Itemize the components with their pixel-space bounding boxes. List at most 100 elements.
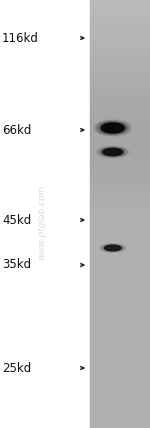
Bar (90, 258, 150, 260)
Bar (90, 333, 150, 334)
Bar (90, 67, 150, 68)
Bar (90, 117, 150, 119)
Bar (90, 384, 150, 385)
Bar (90, 57, 150, 59)
Bar (90, 196, 150, 197)
Text: www.ptglab.com: www.ptglab.com (38, 185, 46, 260)
Bar (90, 54, 150, 56)
Bar (90, 198, 150, 200)
Bar (90, 171, 150, 172)
Bar (90, 321, 150, 322)
Bar (90, 414, 150, 415)
Bar (90, 167, 150, 168)
Bar (90, 388, 150, 389)
Bar (90, 304, 150, 305)
Bar (90, 243, 150, 244)
Bar (90, 136, 150, 137)
Bar (90, 261, 150, 262)
Bar (90, 172, 150, 174)
Bar (90, 202, 150, 204)
Bar (90, 90, 150, 91)
Bar (90, 137, 150, 138)
Bar (90, 150, 150, 151)
Bar (90, 53, 150, 54)
Bar (90, 334, 150, 335)
Bar (90, 386, 150, 388)
Bar (90, 331, 150, 333)
Bar (90, 397, 150, 398)
Text: 35kd: 35kd (2, 259, 31, 271)
Bar (90, 160, 150, 161)
Bar (90, 100, 150, 101)
Bar (90, 125, 150, 127)
Bar (90, 106, 150, 107)
Bar (90, 372, 150, 374)
Bar (90, 83, 150, 84)
Bar (90, 235, 150, 237)
Ellipse shape (104, 125, 121, 131)
Bar (90, 181, 150, 183)
Bar (90, 367, 150, 368)
Bar (90, 338, 150, 339)
Bar (90, 241, 150, 243)
Bar (90, 419, 150, 421)
Bar (90, 70, 150, 71)
Bar (90, 295, 150, 297)
Bar (90, 158, 150, 160)
Bar (90, 61, 150, 63)
Bar (90, 275, 150, 277)
Bar (90, 194, 150, 196)
Bar (90, 224, 150, 226)
Bar (90, 314, 150, 315)
Bar (90, 116, 150, 117)
Ellipse shape (102, 244, 123, 252)
Bar (90, 31, 150, 33)
Bar (90, 143, 150, 144)
Bar (90, 421, 150, 422)
Bar (90, 322, 150, 324)
Bar (90, 227, 150, 228)
Bar (90, 119, 150, 120)
Ellipse shape (105, 245, 121, 251)
Bar (90, 13, 150, 14)
Bar (90, 405, 150, 407)
Bar (90, 40, 150, 42)
Bar (90, 29, 150, 30)
Bar (90, 394, 150, 395)
Bar (90, 244, 150, 245)
Bar (90, 301, 150, 303)
Bar (90, 257, 150, 258)
Bar (90, 84, 150, 86)
Bar (90, 318, 150, 320)
Bar (90, 157, 150, 158)
Bar (90, 287, 150, 288)
Bar (90, 56, 150, 57)
Bar (90, 210, 150, 211)
Bar (90, 39, 150, 40)
Bar (90, 345, 150, 347)
Bar (90, 3, 150, 4)
Bar (90, 254, 150, 256)
Bar (90, 27, 150, 29)
Bar (90, 277, 150, 278)
Ellipse shape (104, 149, 122, 155)
Bar (90, 133, 150, 134)
Bar (90, 354, 150, 355)
Bar (90, 221, 150, 223)
Bar (90, 357, 150, 358)
Bar (90, 315, 150, 317)
Bar (90, 401, 150, 402)
Bar (90, 59, 150, 60)
Bar (90, 355, 150, 357)
Bar (90, 208, 150, 210)
Bar (90, 382, 150, 384)
Bar (90, 307, 150, 308)
Bar (90, 270, 150, 271)
Bar (90, 191, 150, 193)
Bar (90, 360, 150, 361)
Bar (90, 303, 150, 304)
Bar (90, 23, 150, 24)
Ellipse shape (99, 244, 126, 253)
Bar (90, 24, 150, 26)
Bar (90, 94, 150, 95)
